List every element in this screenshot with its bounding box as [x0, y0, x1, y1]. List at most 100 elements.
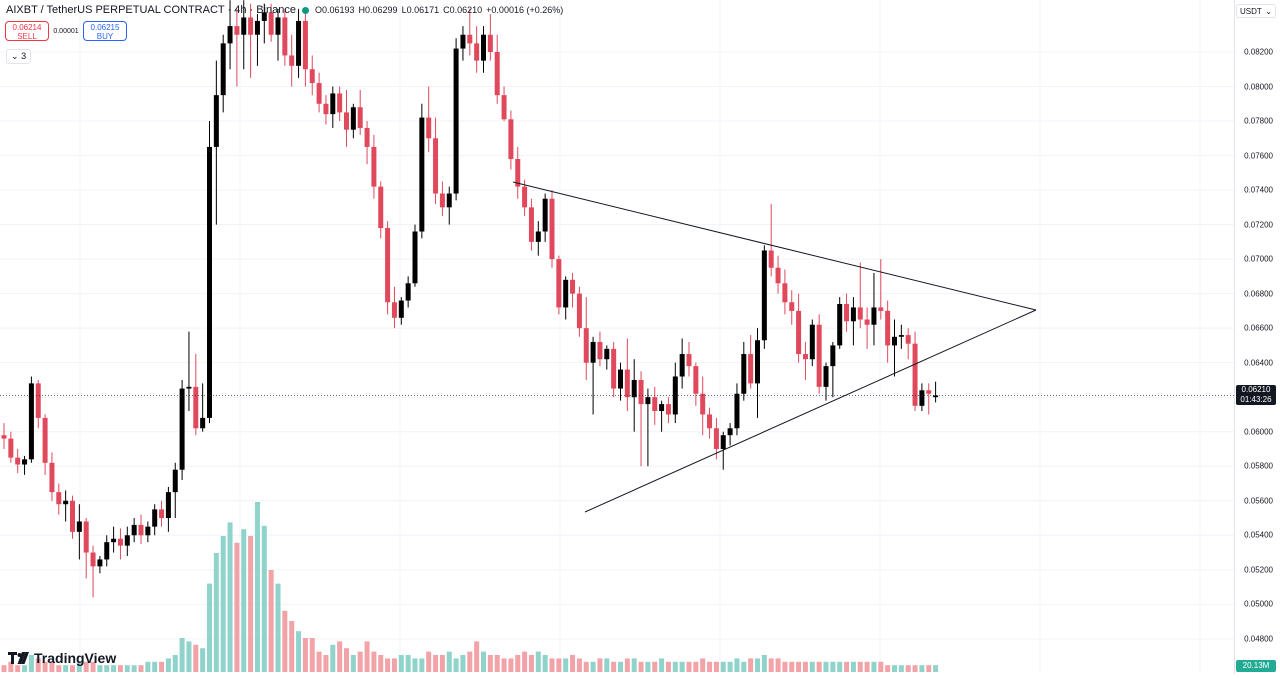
candle-body — [645, 397, 651, 405]
volume-bar — [172, 655, 178, 672]
candle-body — [802, 354, 808, 360]
volume-bar — [200, 648, 206, 672]
volume-bar — [933, 665, 939, 672]
volume-bar — [261, 525, 267, 672]
volume-bar — [515, 655, 521, 672]
volume-badge: 20.13M — [1236, 660, 1276, 672]
volume-bar — [597, 658, 603, 672]
candle-body — [405, 283, 411, 301]
ohlc-open: O0.06193 — [314, 5, 355, 15]
candle-body — [549, 198, 555, 260]
candle-body — [583, 328, 589, 363]
price-axis[interactable]: 0.08200 0.08000 0.07800 0.07600 0.07400 0.072… — [1234, 0, 1280, 674]
price-tick-label: 0.05400 — [1244, 530, 1273, 540]
volume-bar — [460, 655, 466, 672]
candle-body — [344, 112, 349, 130]
volume-bar — [796, 661, 802, 672]
volume-bar — [234, 542, 240, 672]
volume-bar — [700, 658, 706, 672]
volume-bar — [618, 661, 623, 672]
candle-body — [186, 386, 192, 389]
buy-button[interactable]: 0.06215 BUY — [83, 21, 127, 41]
candle-body — [878, 307, 884, 311]
volume-bar — [912, 665, 918, 672]
candle-body — [748, 354, 754, 384]
candle-body — [741, 354, 747, 394]
quick-trade-panel: 0.06214 SELL 0.00001 0.06215 BUY — [5, 21, 127, 41]
candle-body — [542, 198, 548, 232]
volume-bar — [323, 655, 329, 672]
candle-body — [159, 509, 165, 519]
volume-bar — [49, 661, 55, 672]
candle-body — [42, 417, 48, 463]
volume-bar — [296, 631, 302, 672]
candle-body — [63, 500, 69, 505]
price-tick-label: 0.07600 — [1244, 151, 1273, 161]
volume-bar — [665, 661, 671, 672]
candle-body — [618, 369, 623, 389]
volume-bar — [289, 621, 295, 672]
volume-bar — [213, 553, 219, 672]
triangle-lower-trendline[interactable] — [584, 309, 1037, 513]
volume-bar — [117, 665, 123, 672]
volume-bar — [378, 655, 384, 672]
spread-value: 0.00001 — [53, 27, 79, 35]
candle-body — [850, 307, 856, 322]
volume-bar — [857, 661, 863, 672]
volume-bar — [152, 661, 158, 672]
candle-body — [926, 390, 932, 394]
volume-bar — [364, 641, 370, 672]
chart-area[interactable] — [0, 0, 1234, 674]
chevron-down-icon: ⌄ — [1265, 6, 1272, 16]
candle-body — [782, 283, 788, 303]
candle-body — [563, 279, 569, 308]
volume-bar — [474, 641, 480, 672]
candle-body — [248, 17, 254, 35]
candle-body — [624, 369, 630, 398]
volume-bar — [659, 658, 665, 672]
volume-bar — [241, 529, 247, 672]
volume-bar — [28, 655, 34, 672]
triangle-upper-trendline[interactable] — [512, 181, 1037, 311]
volume-bar — [837, 661, 843, 672]
candle-body — [679, 354, 685, 377]
candle-body — [282, 17, 288, 56]
volume-bar — [8, 661, 14, 672]
chevron-down-icon: ⌄ — [11, 51, 19, 61]
candle-body — [611, 348, 617, 389]
candle-body — [871, 307, 877, 325]
volume-bar — [350, 655, 356, 672]
volume-bar — [391, 658, 397, 672]
currency-selector[interactable]: USDT ⌄ — [1236, 4, 1276, 18]
candle-body — [296, 20, 302, 66]
candle-body — [487, 34, 493, 52]
candle-body — [467, 34, 473, 44]
candle-body — [200, 417, 206, 429]
symbol-title[interactable]: AIXBT / TetherUS PERPETUAL CONTRACT · 4h… — [6, 4, 296, 16]
candle-body — [234, 26, 240, 35]
candlestick-chart[interactable] — [0, 0, 1234, 674]
candle-body — [49, 462, 55, 493]
candle-body — [316, 83, 322, 104]
sell-button[interactable]: 0.06214 SELL — [5, 21, 49, 41]
tradingview-logo[interactable]: TradingView — [8, 650, 116, 666]
price-tick-label: 0.08000 — [1244, 82, 1273, 92]
volume-bar — [22, 665, 28, 672]
candle-body — [844, 303, 850, 322]
volume-bar — [542, 655, 548, 672]
candle-body — [597, 341, 603, 360]
indicators-toggle[interactable]: ⌄ 3 — [6, 49, 32, 64]
candle-body — [905, 335, 911, 344]
volume-bar — [638, 661, 644, 672]
price-tick-label: 0.06800 — [1244, 289, 1273, 299]
candle-body — [275, 17, 281, 35]
volume-bar — [344, 648, 349, 672]
volume-bar — [487, 655, 493, 672]
volume-bar — [522, 651, 528, 672]
volume-bar — [302, 638, 308, 672]
candle-body — [8, 438, 14, 458]
volume-bar — [179, 638, 185, 672]
price-tick-label: 0.07400 — [1244, 185, 1273, 195]
price-tick-label: 0.05600 — [1244, 496, 1273, 506]
volume-bar — [439, 655, 445, 672]
